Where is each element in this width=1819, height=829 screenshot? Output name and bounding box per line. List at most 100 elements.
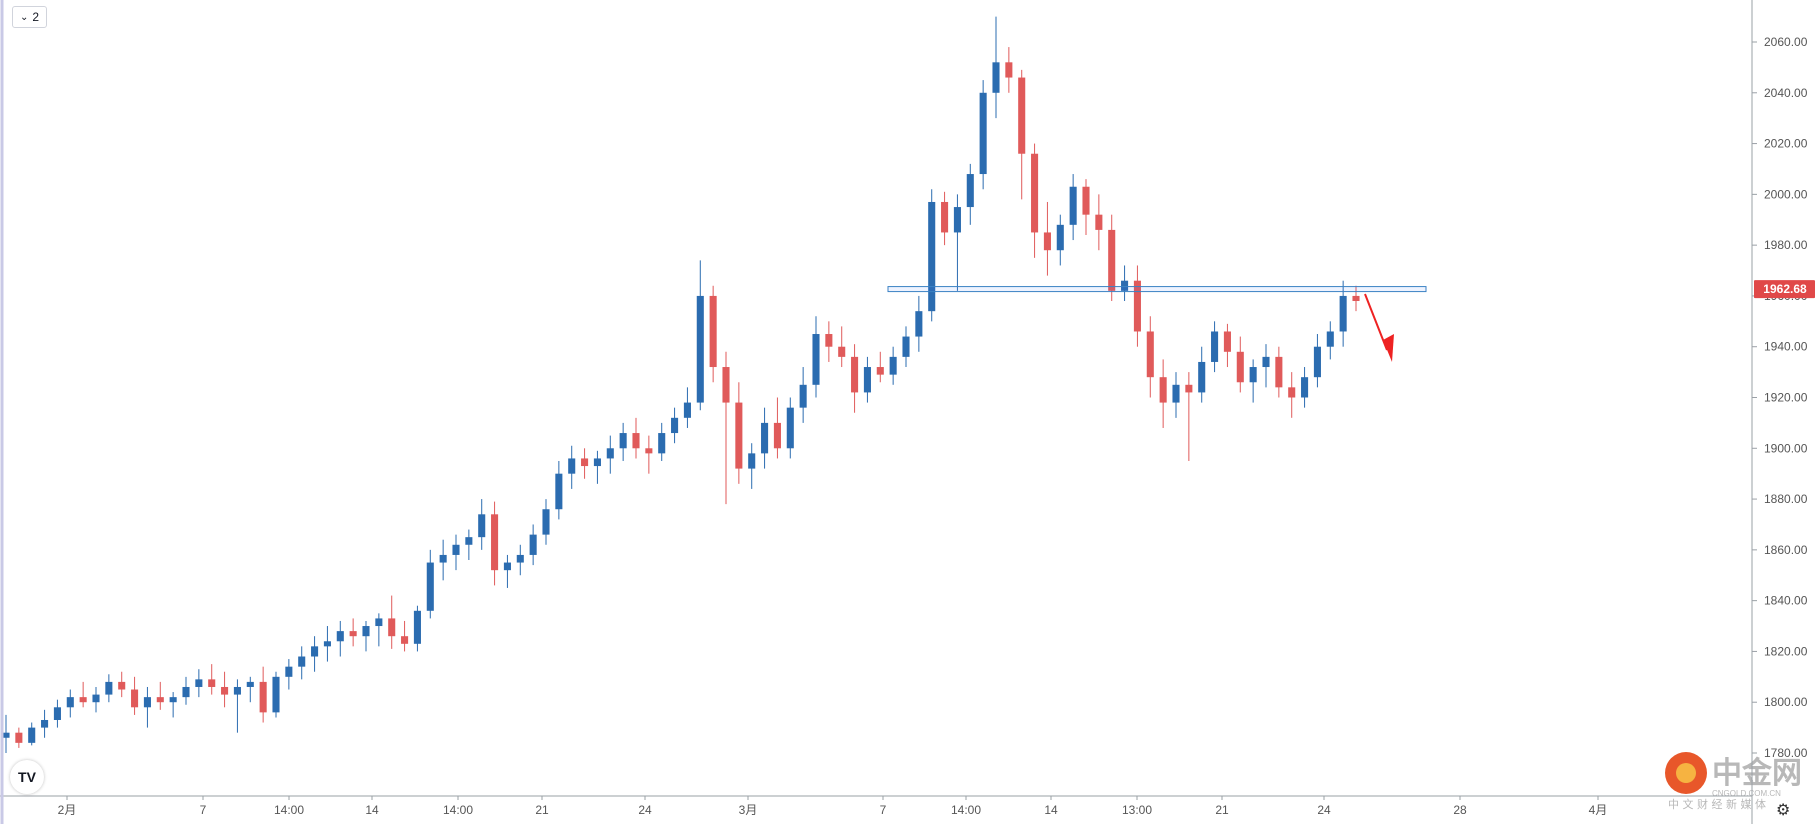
candle-body <box>812 334 820 385</box>
candle-body <box>632 433 640 449</box>
candle-body <box>581 458 589 467</box>
candle-body <box>761 422 769 454</box>
candle-body <box>773 422 781 449</box>
interval-selector[interactable]: ⌄ 2 <box>12 6 48 28</box>
candle-body <box>876 367 884 375</box>
candle-body <box>619 433 627 449</box>
candle-body <box>233 686 241 695</box>
candle-body <box>1056 224 1064 251</box>
candle-body <box>28 727 36 743</box>
candle-body <box>671 417 679 434</box>
candle-body <box>285 666 293 677</box>
tradingview-logo[interactable]: TV <box>10 760 44 794</box>
price-tick-label: 2060.00 <box>1764 35 1808 49</box>
candle-body <box>606 448 614 459</box>
candle-body <box>658 433 666 454</box>
candle-body <box>156 697 164 703</box>
candle-body <box>311 646 319 657</box>
candle-body <box>928 201 936 312</box>
candle-body <box>722 367 730 403</box>
price-tick-label: 2020.00 <box>1764 137 1808 151</box>
candle-body <box>1236 351 1244 383</box>
candle-body <box>66 697 74 708</box>
time-tick-label: 14:00 <box>443 803 473 817</box>
candle-body <box>863 367 871 393</box>
candle-body <box>439 554 447 563</box>
candle-body <box>902 336 910 357</box>
candle-body <box>298 656 306 667</box>
candle-body <box>1275 356 1283 388</box>
candle-body <box>413 610 421 644</box>
candle-body <box>568 458 576 474</box>
candle-body <box>1262 356 1270 368</box>
candle-body <box>208 679 216 687</box>
time-tick-label: 14 <box>365 803 379 817</box>
candle-body <box>41 719 49 728</box>
candle-body <box>1133 280 1141 332</box>
candle-body <box>362 626 370 637</box>
candle-body <box>1121 280 1129 291</box>
time-tick-label: 7 <box>200 803 207 817</box>
candle-body <box>645 448 653 454</box>
candle-body <box>491 514 499 571</box>
candle-body <box>169 697 177 703</box>
gear-icon[interactable]: ⚙ <box>1776 802 1791 819</box>
candle-body <box>889 356 897 375</box>
candle-body <box>131 689 139 708</box>
candle-body <box>143 697 151 708</box>
candle-body <box>118 681 126 690</box>
price-tick-label: 1860.00 <box>1764 543 1808 557</box>
candle-body <box>516 554 524 563</box>
candle-body <box>15 732 23 743</box>
candle-body <box>838 346 846 357</box>
price-tick-label: 1880.00 <box>1764 492 1808 506</box>
current-price-tag <box>1754 280 1815 299</box>
candle-body <box>1301 377 1309 398</box>
candle-body <box>259 681 267 713</box>
candle-body <box>79 697 87 703</box>
candle-body <box>683 402 691 418</box>
price-tick-label: 1820.00 <box>1764 644 1808 658</box>
candle-body <box>542 509 550 535</box>
candle-body <box>1043 232 1051 251</box>
candle-body <box>979 92 987 175</box>
time-tick-label: 14 <box>1044 803 1058 817</box>
candle-body <box>735 402 743 469</box>
candle-body <box>349 631 357 637</box>
watermark-brand: 中金网 <box>1712 756 1802 791</box>
time-tick-label: 21 <box>1215 803 1229 817</box>
price-tick-label: 1900.00 <box>1764 441 1808 455</box>
price-tick-label: 1980.00 <box>1764 238 1808 252</box>
candle-body <box>105 681 113 695</box>
price-tick-label: 1920.00 <box>1764 391 1808 405</box>
candle-body <box>2 732 10 738</box>
candle-body <box>1352 295 1360 302</box>
time-tick-label: 14:00 <box>274 803 304 817</box>
time-tick-label: 4月 <box>1589 803 1608 817</box>
price-tick-label: 2040.00 <box>1764 86 1808 100</box>
candle-body <box>825 334 833 347</box>
candle-body <box>1108 229 1116 291</box>
candle-body <box>941 201 949 233</box>
candle-body <box>696 295 704 403</box>
candle-body <box>452 544 460 555</box>
candle-body <box>799 384 807 408</box>
candle-body <box>1198 361 1206 393</box>
candle-body <box>1082 186 1090 215</box>
resistance-zone <box>887 286 1427 293</box>
candle-body <box>1005 62 1013 78</box>
candle-body <box>1146 331 1154 378</box>
candle-body <box>593 458 601 467</box>
candle-body <box>953 207 961 233</box>
candle-body <box>709 295 717 368</box>
candle-body <box>786 407 794 449</box>
candle-body <box>1223 331 1231 352</box>
price-tick-label: 1780.00 <box>1764 746 1808 760</box>
candle-body <box>195 679 203 687</box>
candle-body <box>336 631 344 642</box>
candle-body <box>478 514 486 538</box>
candle-body <box>966 174 974 208</box>
